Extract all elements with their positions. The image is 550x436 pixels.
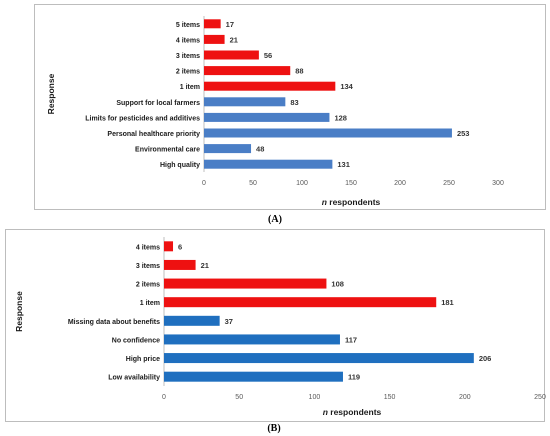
chart-a-data-label: 83 — [290, 98, 298, 107]
chart-a-bar — [204, 66, 291, 76]
chart-a-category-label: High quality — [160, 162, 200, 169]
chart-a-category-label: 2 items — [176, 69, 200, 76]
chart-a-x-tick-label: 250 — [443, 180, 455, 187]
chart-a-x-tick-label: 50 — [249, 180, 257, 187]
chart-a-data-label: 88 — [295, 67, 303, 76]
chart-a-data-label: 253 — [457, 129, 470, 138]
chart-a-category-label: 5 items — [176, 22, 200, 29]
chart-a-data-label: 48 — [256, 145, 264, 154]
chart-a-bar — [204, 97, 286, 107]
chart-a-bar — [204, 112, 330, 122]
chart-a-data-label: 131 — [337, 160, 350, 169]
chart-a-data-label: 56 — [264, 51, 272, 60]
chart-a-category-label: 1 item — [180, 84, 200, 91]
chart-a-data-label: 17 — [226, 20, 234, 29]
chart-a-category-label: Environmental care — [135, 147, 200, 154]
chart-a-category-label: Limits for pesticides and additives — [85, 115, 200, 122]
chart-a-category-label: Support for local farmers — [116, 100, 200, 107]
chart-a-category-label: Personal healthcare priority — [107, 131, 200, 138]
chart-a-bar — [204, 144, 252, 154]
chart-a-bar — [204, 50, 259, 60]
chart-a-bar — [204, 159, 333, 169]
chart-a-x-tick-label: 200 — [394, 180, 406, 187]
chart-a-y-axis-title: Response — [46, 73, 56, 114]
chart-a-x-tick-label: 150 — [345, 180, 357, 187]
chart-a-category-label: 3 items — [176, 53, 200, 60]
chart-a-x-axis-title: n respondents — [322, 197, 381, 207]
panel-label-b: (B) — [267, 423, 281, 434]
panel-label-a: (A) — [268, 214, 282, 225]
chart-a-data-label: 128 — [334, 113, 347, 122]
chart-a-x-tick-label: 100 — [296, 180, 308, 187]
chart-a-bar — [204, 34, 225, 44]
chart-a-data-label: 134 — [340, 82, 353, 91]
chart-a-category-label: 4 items — [176, 37, 200, 44]
chart-panel-b — [5, 229, 545, 422]
chart-a-data-label: 21 — [230, 35, 238, 44]
chart-a-x-tick-label: 0 — [202, 180, 206, 187]
chart-a-bar — [204, 128, 452, 138]
chart-a-bar — [204, 19, 221, 29]
chart-a-x-tick-label: 300 — [492, 180, 504, 187]
chart-a-bar — [204, 81, 336, 91]
chart-panel-a — [34, 4, 546, 210]
